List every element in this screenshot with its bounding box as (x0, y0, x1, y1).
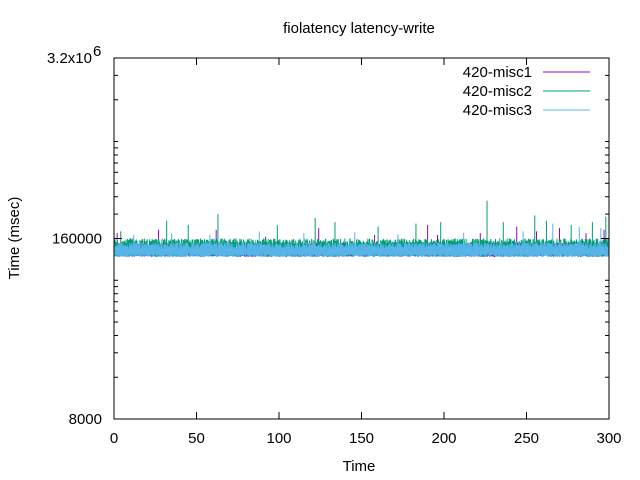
x-tick-label: 100 (266, 430, 291, 447)
plot-area (113, 200, 610, 257)
legend-entry: 420-misc3 (463, 102, 590, 119)
x-tick-label: 300 (596, 430, 621, 447)
x-axis-label: Time (343, 458, 376, 475)
legend: 420-misc1 420-misc2 420-misc3 (463, 64, 590, 119)
x-tick-label: 50 (188, 430, 205, 447)
x-tick-label: 200 (431, 430, 456, 447)
chart-title: fiolatency latency-write (283, 20, 435, 37)
legend-entry: 420-misc1 (463, 64, 590, 81)
legend-entry: 420-misc2 (463, 83, 590, 100)
x-tick-label: 250 (514, 430, 539, 447)
legend-label: 420-misc1 (463, 64, 532, 81)
y-tick-label: 8000 (69, 411, 102, 428)
x-tick-label: 0 (110, 430, 118, 447)
axes: 0 50 100 150 200 250 300 8000 160000 3.2x10 6 (47, 43, 622, 447)
legend-label: 420-misc3 (463, 102, 532, 119)
y-axis-label: Time (msec) (6, 197, 23, 280)
svg-text:3.2x10: 3.2x10 (47, 50, 92, 67)
y-tick-label: 3.2x10 6 (47, 43, 101, 67)
svg-text:6: 6 (93, 43, 101, 60)
y-tick-label: 160000 (52, 231, 102, 248)
x-tick-label: 150 (349, 430, 374, 447)
legend-label: 420-misc2 (463, 83, 532, 100)
